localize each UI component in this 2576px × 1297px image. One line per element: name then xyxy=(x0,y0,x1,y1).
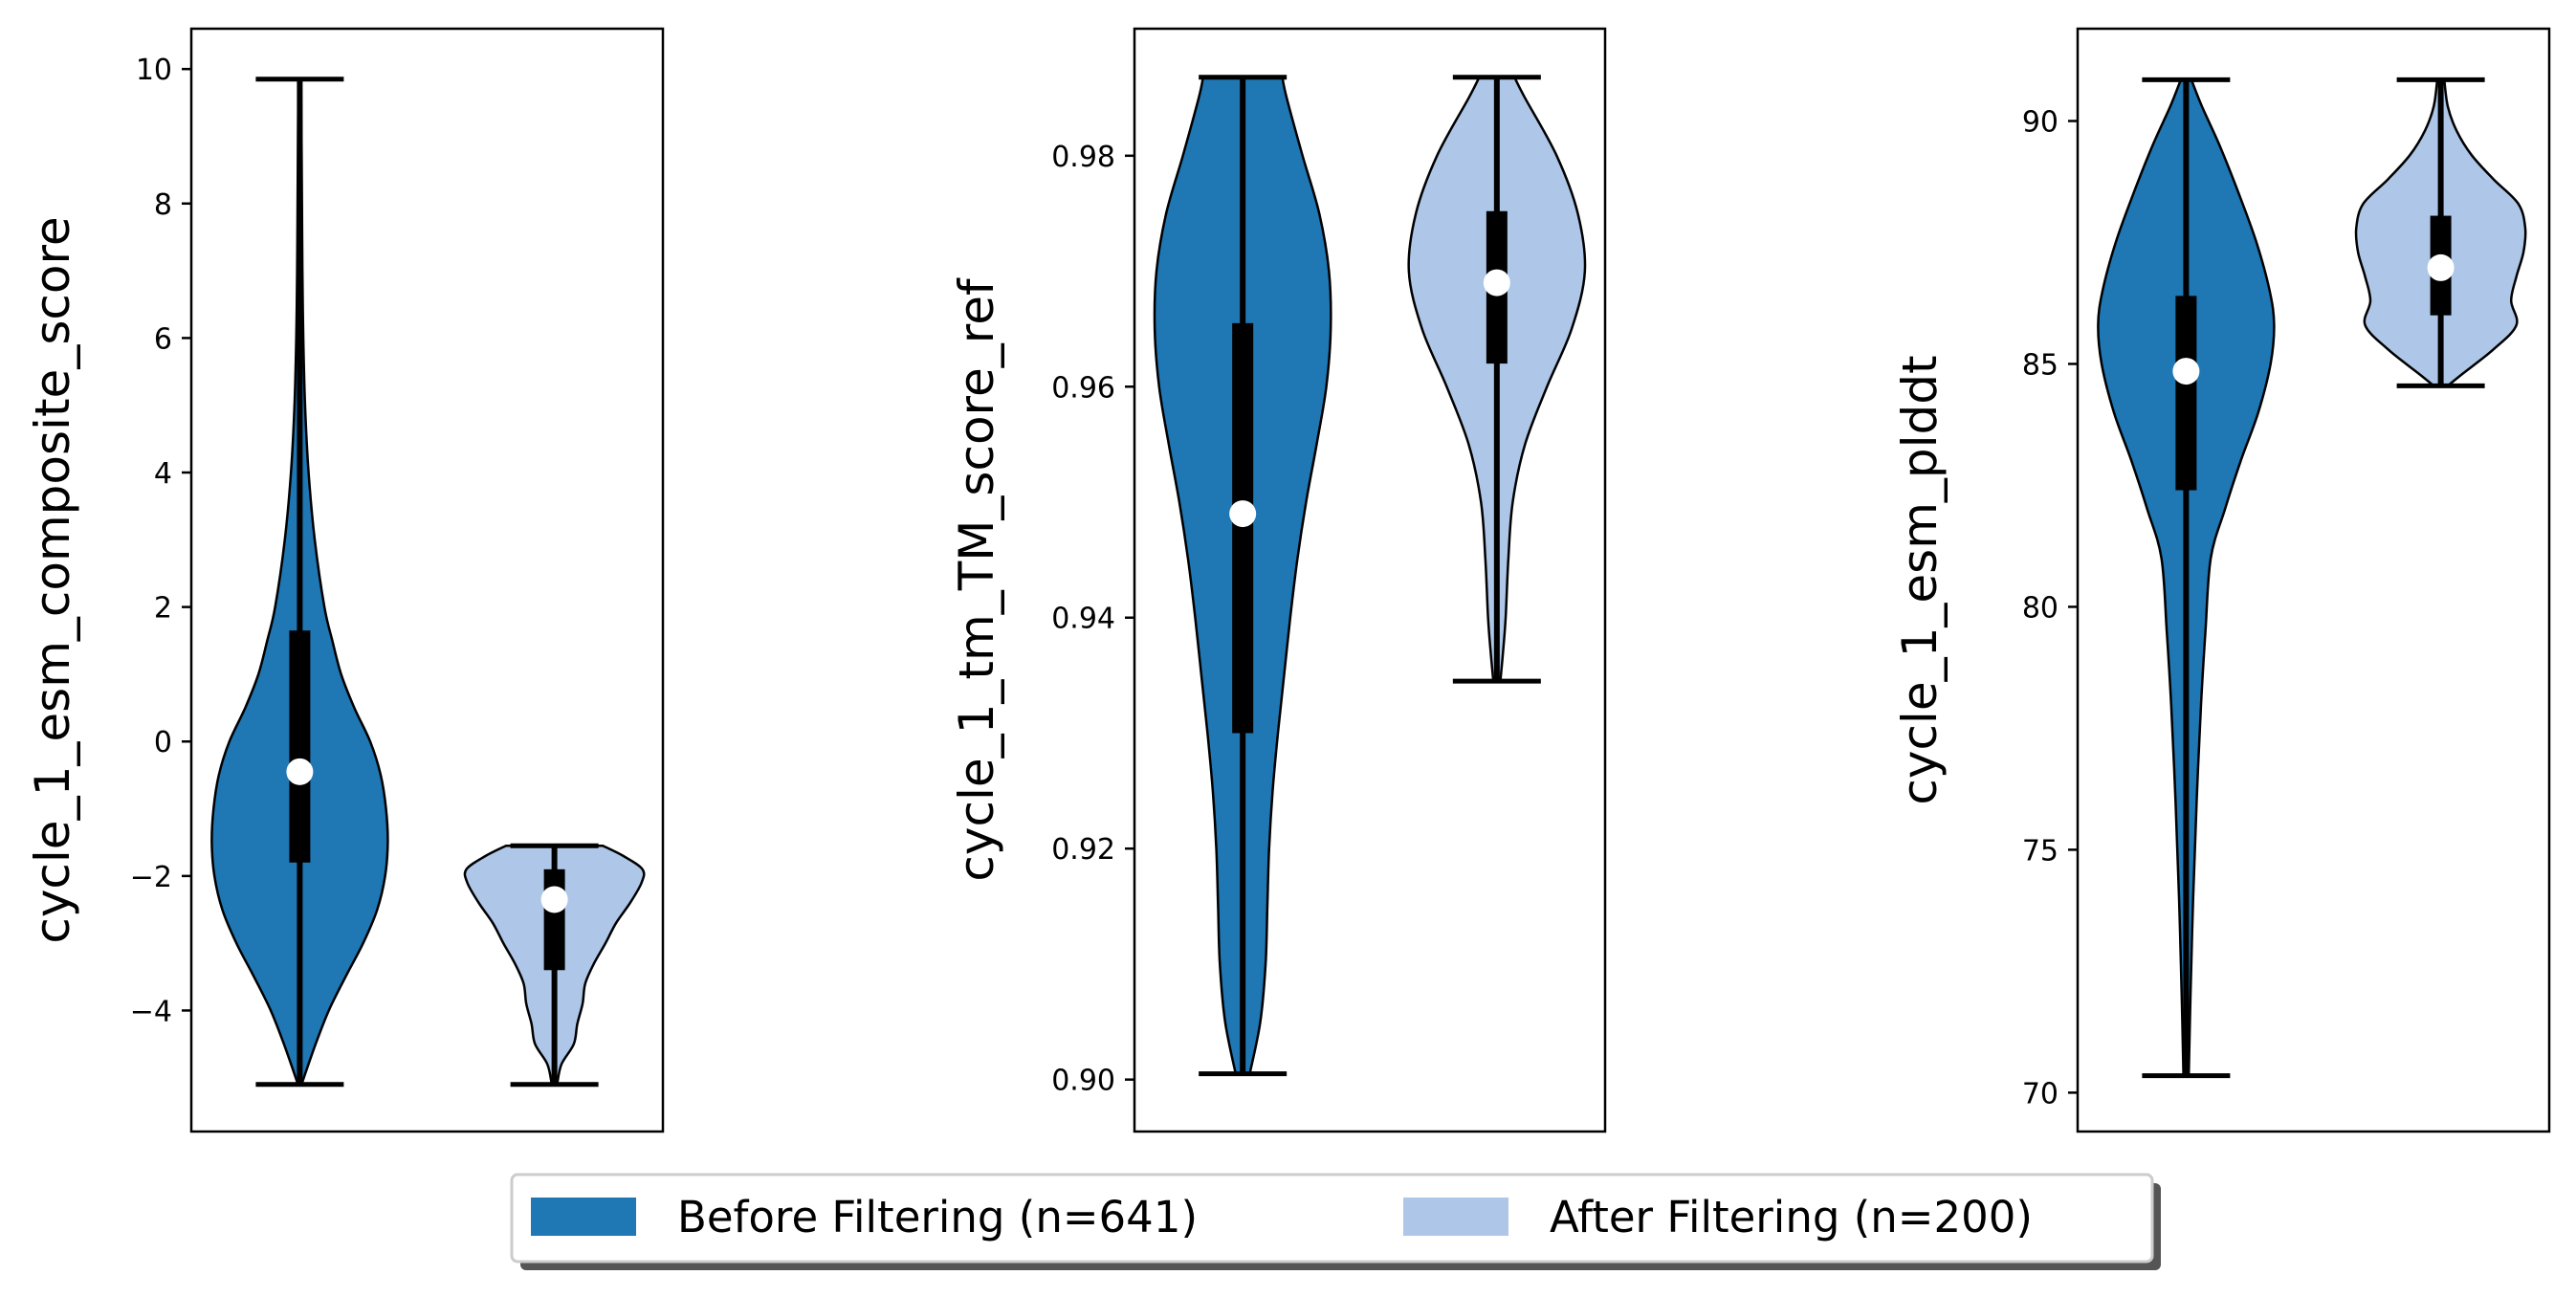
violin-iqr-box xyxy=(2175,296,2197,491)
legend: Before Filtering (n=641) After Filtering… xyxy=(510,1173,2161,1270)
y-tick-label: 90 xyxy=(2022,106,2059,140)
y-tick-label: 75 xyxy=(2022,834,2059,868)
y-tick-label: 6 xyxy=(154,322,172,356)
violin-before xyxy=(1153,75,1332,1077)
y-tick-label: −4 xyxy=(130,995,172,1028)
violin-after xyxy=(463,843,646,1088)
y-tick-label: 0 xyxy=(154,726,172,759)
panel-1: −4 −2 0 2 4 6 8 10 cycle_1_esm_composite_score xyxy=(25,27,665,1133)
y-tick-label: 0.94 xyxy=(1051,603,1115,636)
violin-iqr-box xyxy=(289,630,311,863)
legend-label-after: After Filtering (n=200) xyxy=(1550,1192,2033,1242)
violin-median-dot xyxy=(540,886,568,913)
legend-swatch-after xyxy=(1403,1198,1508,1236)
panel-2: 0.90 0.92 0.94 0.96 0.98 cycle_1_tm_TM_score_… xyxy=(949,27,1607,1133)
y-axis-label: cycle_1_esm_plddt xyxy=(1892,355,1948,804)
axes-frame xyxy=(189,27,665,1133)
violin-before xyxy=(2097,77,2276,1079)
violin-median-dot xyxy=(2172,358,2200,385)
y-tick-label: 0.98 xyxy=(1051,141,1115,174)
axes-frame xyxy=(1133,27,1607,1133)
y-tick-label: 70 xyxy=(2022,1077,2059,1110)
y-tick-label: 0.92 xyxy=(1051,833,1115,867)
violin-median-dot xyxy=(1483,269,1510,297)
y-axis-label: cycle_1_esm_composite_score xyxy=(25,216,80,943)
panel-3: 70 75 80 85 90 cycle_1_esm_plddt xyxy=(1892,27,2551,1133)
violin-after xyxy=(1407,75,1587,684)
violin-before xyxy=(210,77,389,1088)
legend-label-before: Before Filtering (n=641) xyxy=(677,1192,1198,1242)
violin-iqr-box xyxy=(1232,322,1254,734)
violin-after xyxy=(2354,77,2527,388)
y-tick-label: 0.96 xyxy=(1051,371,1115,405)
axes-frame xyxy=(2076,27,2551,1133)
y-tick-label: 4 xyxy=(154,457,172,491)
y-tick-label: 10 xyxy=(136,54,172,87)
violin-median-dot xyxy=(286,758,314,785)
y-tick-label: 85 xyxy=(2022,348,2059,382)
legend-swatch-before xyxy=(531,1198,636,1236)
legend-frame xyxy=(510,1173,2154,1264)
y-tick-label: 0.90 xyxy=(1051,1065,1115,1098)
y-tick-label: −2 xyxy=(130,861,172,894)
y-axis-label: cycle_1_tm_TM_score_ref xyxy=(949,277,1004,882)
y-tick-label: 8 xyxy=(154,188,172,222)
violin-median-dot xyxy=(2427,253,2455,281)
violin-iqr-box xyxy=(543,868,565,971)
panels: −4 −2 0 2 4 6 8 10 cycle_1_esm_composite_score 0.… xyxy=(25,27,2551,1133)
y-tick-label: 2 xyxy=(154,592,172,626)
violin-median-dot xyxy=(1229,500,1257,528)
y-tick-label: 80 xyxy=(2022,591,2059,625)
